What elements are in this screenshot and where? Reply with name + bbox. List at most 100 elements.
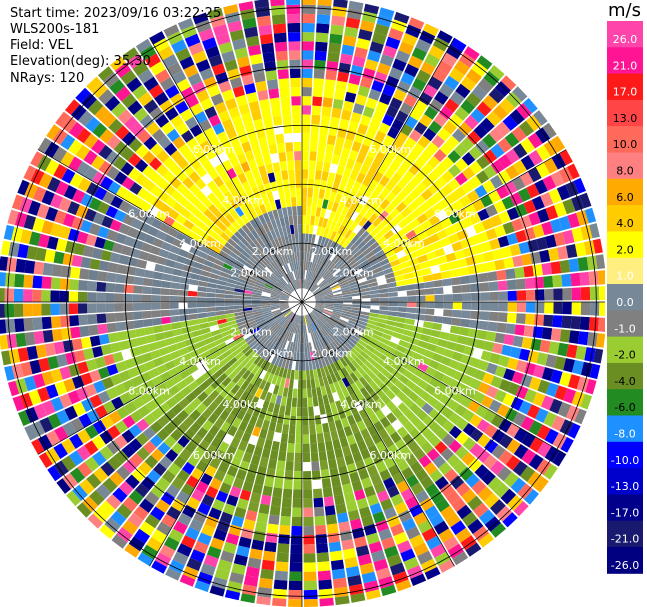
velocity-gate [170,189,183,202]
velocity-gate [84,456,100,472]
velocity-gate [296,407,302,417]
velocity-gate [252,291,262,296]
velocity-gate [477,78,494,94]
velocity-gate [378,528,393,541]
velocity-gate [94,356,107,369]
velocity-gate [469,357,481,369]
velocity-gate [349,283,360,289]
velocity-gate [537,441,552,458]
colorbar-band [607,205,643,232]
velocity-gate [280,319,288,327]
velocity-gate [59,278,70,290]
velocity-gate [314,306,324,312]
velocity-gate [188,42,204,56]
velocity-gate [317,339,323,349]
velocity-gate [41,371,54,386]
velocity-gate [253,344,263,353]
velocity-gate [258,165,267,176]
velocity-gate [440,184,454,197]
velocity-gate [293,324,298,334]
velocity-gate [589,223,600,239]
velocity-gate [198,317,208,324]
velocity-gate [399,102,413,116]
velocity-gate [462,423,476,437]
velocity-gate [217,372,228,383]
velocity-gate [206,219,217,230]
velocity-gate [260,303,271,307]
velocity-gate [88,223,101,236]
velocity-gate [315,302,325,305]
velocity-gate [271,355,278,365]
range-ring-label: 4.00km [340,194,382,207]
velocity-gate [317,235,323,246]
velocity-gate [209,272,220,280]
velocity-gate [315,319,323,328]
velocity-gate [70,326,81,339]
velocity-gate [329,116,340,128]
velocity-gate [504,407,518,422]
velocity-gate [361,305,371,309]
velocity-gate [524,277,535,289]
velocity-gate [295,270,299,280]
velocity-gate [94,105,110,122]
velocity-gate [458,121,473,136]
velocity-gate [347,8,362,20]
velocity-gate [488,87,505,104]
velocity-gate [476,419,490,433]
velocity-gate [540,192,554,207]
velocity-gate [405,318,415,326]
velocity-gate [460,318,471,328]
velocity-gate [218,41,233,54]
velocity-gate [412,270,423,278]
velocity-gate [300,279,302,289]
velocity-gate [165,337,176,346]
velocity-gate [363,523,377,536]
velocity-gate [340,474,351,486]
velocity-gate [327,51,340,63]
velocity-gate [311,311,319,319]
range-rings [0,0,605,607]
velocity-gate [244,284,254,289]
velocity-gate [272,271,281,280]
range-ring-label: 4.00km [383,355,425,368]
velocity-gate [506,279,517,290]
velocity-gate [443,120,457,135]
velocity-gate [321,326,328,336]
velocity-gate [184,201,196,213]
velocity-gate [240,237,250,247]
velocity-gate [262,289,272,294]
velocity-gate [439,236,452,247]
velocity-gate [398,359,409,369]
velocity-gate [270,295,280,299]
velocity-gate [142,150,156,165]
velocity-gate [268,514,280,525]
velocity-gate [342,267,352,275]
velocity-gate [462,437,477,451]
velocity-gate [434,441,448,455]
velocity-gate [302,215,306,225]
velocity-gate [394,152,406,165]
velocity-gate [266,331,275,340]
velocity-gate [351,527,365,539]
colorbar-band [607,257,643,285]
velocity-gate [314,59,326,70]
velocity-gate [436,382,449,394]
velocity-gate [455,482,471,497]
velocity-gate [75,87,91,103]
velocity-gate [378,288,389,294]
velocity-gate [390,523,405,537]
velocity-gate [291,516,302,527]
velocity-gate [378,283,388,290]
velocity-gate [498,355,510,368]
velocity-gate [403,556,420,571]
colorbar-tick-label: 6.0 [616,191,634,204]
velocity-gate [559,371,572,387]
velocity-gate [46,236,59,250]
velocity-gate [445,367,457,378]
velocity-gate [323,88,335,99]
velocity-gate [364,270,375,277]
velocity-gate [91,247,103,260]
velocity-gate [298,279,301,289]
velocity-gate [319,316,327,324]
velocity-gate [56,478,71,494]
